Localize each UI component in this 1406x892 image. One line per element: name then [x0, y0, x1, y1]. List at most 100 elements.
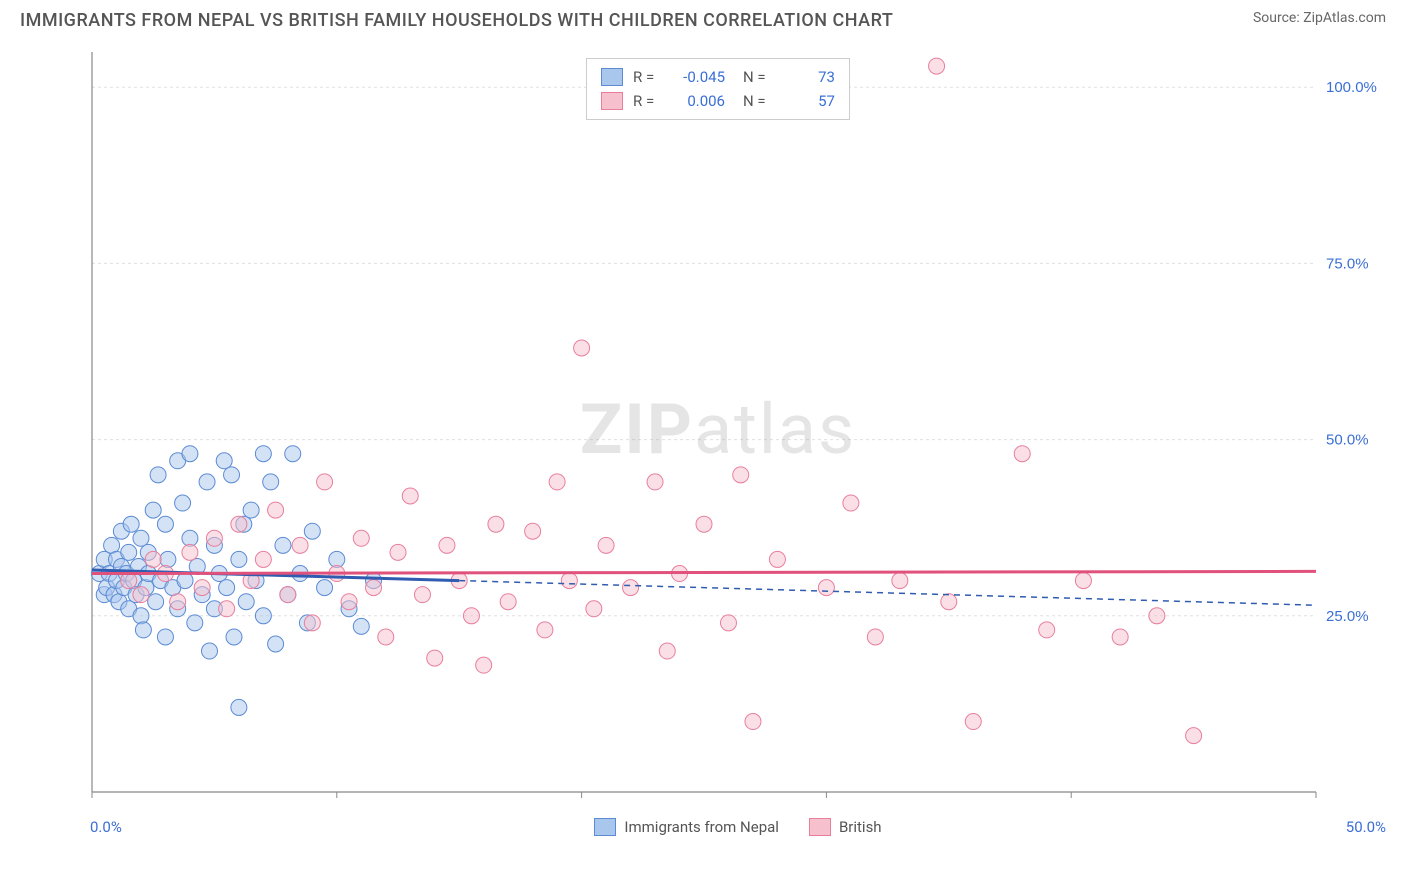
data-point: [586, 601, 602, 617]
data-point: [647, 474, 663, 490]
r-value: 0.006: [675, 89, 725, 113]
data-point: [175, 495, 191, 511]
data-point: [268, 502, 284, 518]
n-value: 73: [785, 65, 835, 89]
data-point: [199, 474, 215, 490]
x-tick-end: 50.0%: [1346, 818, 1386, 836]
data-point: [1039, 622, 1055, 638]
data-point: [206, 530, 222, 546]
data-point: [219, 580, 235, 596]
chart-source: Source: ZipAtlas.com: [1253, 10, 1386, 26]
data-point: [255, 608, 271, 624]
svg-text:25.0%: 25.0%: [1326, 608, 1369, 625]
data-point: [463, 608, 479, 624]
data-point: [150, 467, 166, 483]
data-point: [231, 551, 247, 567]
data-point: [133, 530, 149, 546]
data-point: [280, 587, 296, 603]
chart-area: Family Households with Children R =-0.04…: [50, 50, 1386, 842]
svg-text:50.0%: 50.0%: [1326, 432, 1369, 449]
data-point: [216, 453, 232, 469]
data-point: [226, 629, 242, 645]
data-point: [843, 495, 859, 511]
correlation-legend: R = -0.045 N = 73 R = 0.006 N = 57: [586, 58, 850, 120]
r-label: R =: [633, 65, 665, 89]
data-point: [133, 587, 149, 603]
r-value: -0.045: [675, 65, 725, 89]
data-point: [366, 580, 382, 596]
data-point: [353, 530, 369, 546]
chart-title: IMMIGRANTS FROM NEPAL VS BRITISH FAMILY …: [20, 10, 893, 31]
data-point: [304, 523, 320, 539]
data-point: [488, 516, 504, 532]
n-value: 57: [785, 89, 835, 113]
legend-swatch: [601, 92, 623, 110]
data-point: [390, 544, 406, 560]
data-point: [219, 601, 235, 617]
n-label: N =: [743, 65, 775, 89]
bottom-legend-bar: 0.0% 50.0% Immigrants from NepalBritish: [90, 807, 1386, 847]
svg-text:100.0%: 100.0%: [1326, 79, 1377, 96]
data-point: [317, 580, 333, 596]
data-point: [818, 580, 834, 596]
data-point: [537, 622, 553, 638]
data-point: [414, 587, 430, 603]
data-point: [275, 537, 291, 553]
data-point: [733, 467, 749, 483]
data-point: [561, 573, 577, 589]
svg-text:75.0%: 75.0%: [1326, 255, 1369, 272]
trend-line: [92, 571, 1316, 573]
data-point: [268, 636, 284, 652]
data-point: [263, 474, 279, 490]
data-point: [1112, 629, 1128, 645]
data-point: [238, 594, 254, 610]
data-point: [187, 615, 203, 631]
data-point: [549, 474, 565, 490]
r-label: R =: [633, 89, 665, 113]
data-point: [182, 446, 198, 462]
data-point: [255, 551, 271, 567]
data-point: [659, 643, 675, 659]
data-point: [157, 516, 173, 532]
data-point: [182, 544, 198, 560]
data-point: [135, 622, 151, 638]
data-point: [123, 516, 139, 532]
data-point: [317, 474, 333, 490]
data-point: [304, 615, 320, 631]
data-point: [941, 594, 957, 610]
data-point: [1075, 573, 1091, 589]
chart-header: IMMIGRANTS FROM NEPAL VS BRITISH FAMILY …: [0, 0, 1406, 31]
data-point: [1149, 608, 1165, 624]
data-point: [157, 629, 173, 645]
data-point: [623, 580, 639, 596]
data-point: [525, 523, 541, 539]
data-point: [965, 714, 981, 730]
data-point: [1014, 446, 1030, 462]
data-point: [285, 446, 301, 462]
data-point: [160, 551, 176, 567]
n-label: N =: [743, 89, 775, 113]
data-point: [341, 594, 357, 610]
data-point: [243, 502, 259, 518]
data-point: [231, 699, 247, 715]
data-point: [231, 516, 247, 532]
data-point: [177, 573, 193, 589]
scatter-chart-svg: 25.0% 50.0% 75.0% 100.0%: [90, 50, 1386, 802]
legend-swatch: [601, 68, 623, 86]
data-point: [353, 618, 369, 634]
data-point: [104, 537, 120, 553]
data-point: [769, 551, 785, 567]
x-axis-labels: 0.0% 50.0%: [90, 818, 1386, 836]
data-point: [224, 467, 240, 483]
data-point: [476, 657, 492, 673]
data-point: [292, 537, 308, 553]
data-point: [148, 594, 164, 610]
data-point: [439, 537, 455, 553]
data-point: [402, 488, 418, 504]
data-point: [720, 615, 736, 631]
data-point: [121, 544, 137, 560]
x-tick-start: 0.0%: [90, 818, 122, 836]
data-point: [427, 650, 443, 666]
data-point: [145, 551, 161, 567]
data-point: [170, 594, 186, 610]
